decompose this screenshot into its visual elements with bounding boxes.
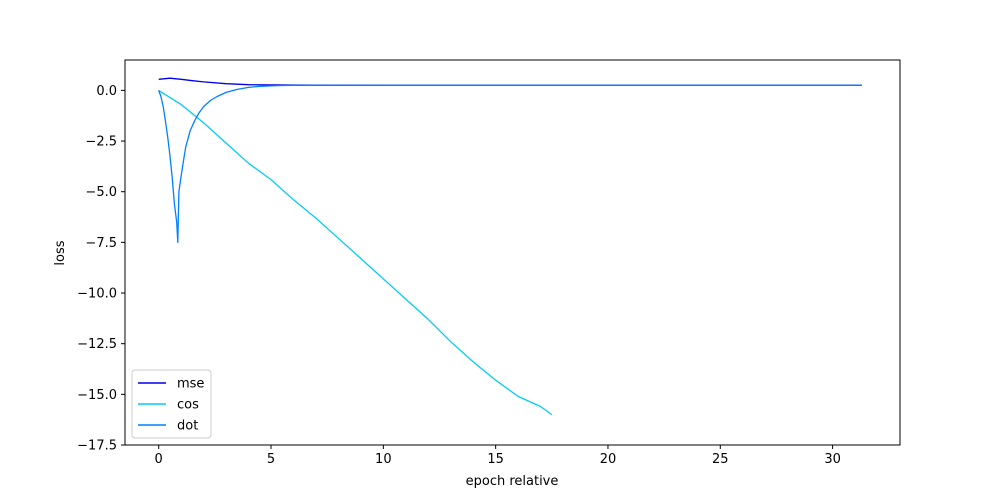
y-tick-label: −10.0 — [77, 287, 117, 302]
x-tick-label: 5 — [267, 452, 275, 467]
y-axis-ticks: 0.0 −2.5 −5.0 −7.5 −10.0 −12.5 −15.0 −17.5 — [77, 84, 125, 454]
x-tick-label: 10 — [375, 452, 392, 467]
series-line-cos — [158, 89, 553, 416]
y-tick-label: −2.5 — [85, 135, 117, 150]
y-axis-label: loss — [53, 240, 68, 265]
x-tick-label: 30 — [824, 452, 841, 467]
y-tick-label: −17.5 — [77, 439, 117, 454]
series-line-dot — [158, 84, 862, 244]
legend-label-cos: cos — [177, 398, 199, 413]
plot-frame — [124, 59, 901, 446]
legend-label-dot: dot — [177, 419, 198, 434]
x-tick-label: 25 — [712, 452, 729, 467]
legend-label-mse: mse — [177, 377, 204, 392]
y-tick-label: −7.5 — [85, 236, 117, 251]
x-axis-ticks: 0 5 10 15 20 25 30 — [155, 445, 841, 467]
y-tick-label: −15.0 — [77, 388, 117, 403]
x-tick-label: 20 — [600, 452, 617, 467]
x-tick-label: 0 — [155, 452, 163, 467]
y-tick-label: −12.5 — [77, 337, 117, 352]
legend: mse cos dot — [131, 369, 212, 439]
legend-box — [131, 369, 212, 439]
x-axis-label: epoch relative — [466, 474, 559, 489]
y-tick-label: 0.0 — [96, 84, 117, 99]
y-tick-label: −5.0 — [85, 185, 117, 200]
x-tick-label: 15 — [487, 452, 504, 467]
series-layer — [158, 77, 862, 416]
